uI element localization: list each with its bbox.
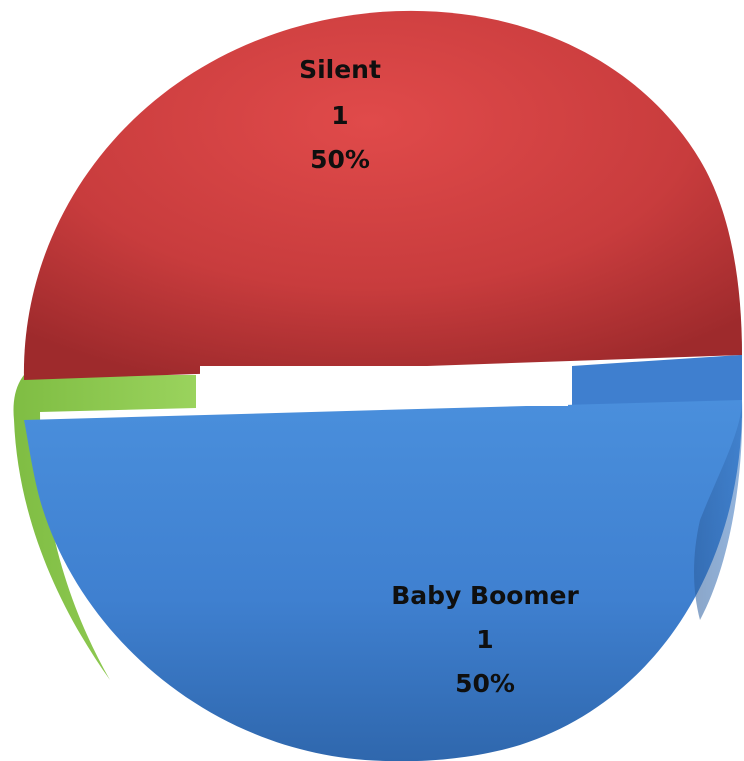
slice-label-baby-boomer: Baby Boomer 1 50% — [391, 581, 579, 698]
slice-gap — [200, 366, 568, 406]
pie-slice-baby-boomer-side — [694, 400, 743, 620]
slice-label-baby-boomer-category: Baby Boomer — [391, 581, 579, 610]
slice-label-silent: Silent 1 50% — [299, 55, 381, 174]
pie-slice-silent — [23, 10, 742, 380]
slice-label-silent-percent: 50% — [310, 145, 370, 174]
slice-label-silent-category: Silent — [299, 55, 381, 84]
pie-edge-blue-right — [572, 225, 742, 418]
slice-label-silent-value: 1 — [331, 101, 348, 130]
slice-label-baby-boomer-value: 1 — [476, 625, 493, 654]
slice-label-baby-boomer-percent: 50% — [455, 669, 515, 698]
pie-slice-baby-boomer — [24, 400, 743, 761]
